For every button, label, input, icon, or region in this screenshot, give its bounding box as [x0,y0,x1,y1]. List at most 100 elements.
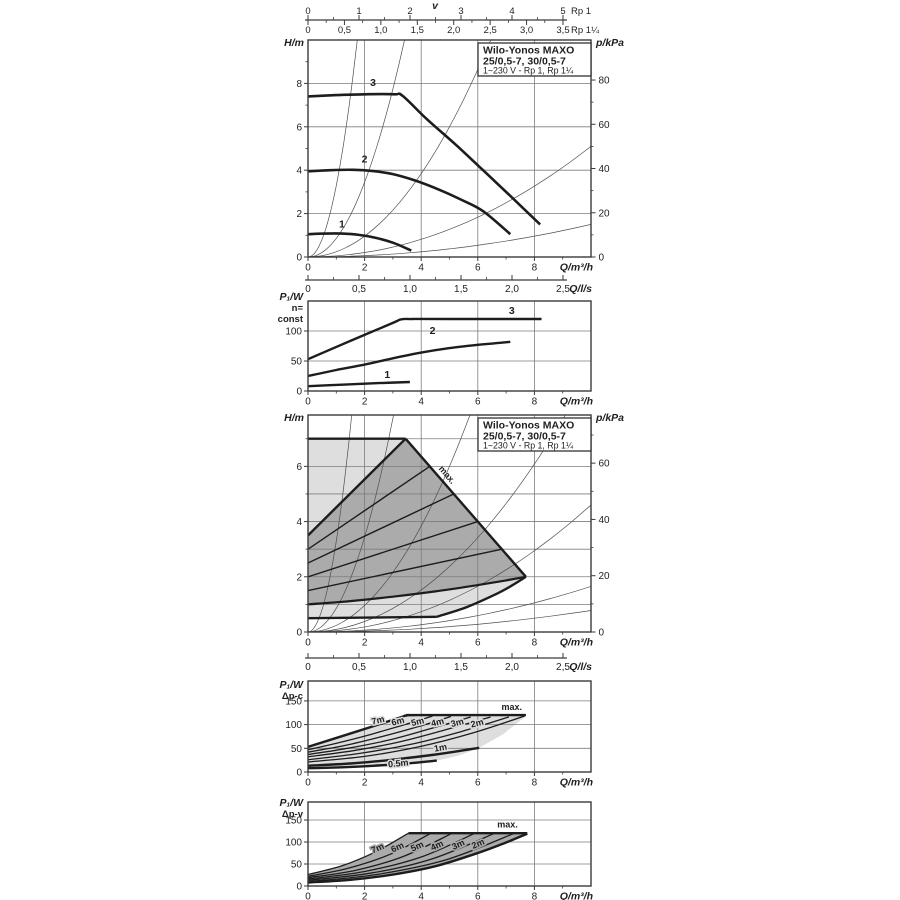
curve-2 [308,168,512,236]
kpa-tick-label: 20 [599,571,611,582]
y-tick-label: 6 [296,462,302,473]
velocity-axis-label: v [432,0,439,12]
x-axis-label: Q/m³/h [560,891,593,900]
x-axis-label: Q/m³/h [560,637,593,649]
curve-3m [308,832,496,881]
ls-tick-label: 2,5 [556,284,570,295]
y-tick-label: 50 [291,744,303,755]
curve-5m [308,832,453,879]
x-tick-label: 4 [418,263,424,274]
v-tick-label: 3 [458,6,463,17]
curves [308,92,541,252]
rp1-quarter-label: Rp 1¼ [571,25,600,36]
curve-label-2: 2 [362,154,368,166]
y-tick-label: 0 [296,768,302,779]
rp14-tick-label: 2,5 [484,25,497,36]
kpa-tick-label: 60 [599,120,611,131]
y-tick-label: 4 [296,517,302,528]
x-axis: 0 2 4 6 8 Q/m³/h [305,886,593,900]
x-tick-label: 0 [305,778,311,789]
ls-tick-label: 0 [305,662,311,673]
curve-label-max.: max. [497,820,518,830]
x-tick-label: 8 [532,778,538,789]
x-axis: 0 2 4 6 8 Q/m³/h [305,632,593,649]
y-tick-label: 50 [291,860,303,871]
ls-tick-label: 1,5 [454,662,468,673]
x-tick-label: 8 [532,397,538,408]
v-tick-label: 2 [407,6,412,17]
curve-3 [308,92,541,226]
curve-4m [308,832,476,880]
x-axis-label: Q/m³/h [560,777,593,789]
title-line1: Wilo-Yonos MAXO [483,45,574,57]
y-axis-right: 0 20 40 60 80 p/kPa [591,37,624,264]
x-tick-label: 2 [362,638,368,649]
kpa-tick-label: 60 [599,459,611,470]
kpa-tick-label: 0 [599,628,605,639]
y-axis-sublabel: Δp-c [282,691,303,702]
y-axis-sublabel: const [278,314,304,325]
y-tick-label: 0 [296,253,302,264]
system-curves [308,40,591,257]
x-tick-label: 6 [475,778,481,789]
y-tick-label: 6 [296,122,302,133]
curve-label-3: 3 [370,77,376,89]
plot-border [307,300,592,392]
kpa-tick-label: 80 [599,76,611,87]
curve-7m [308,715,433,751]
curve-label-3m: 3m [450,716,465,729]
curve-min [308,832,528,884]
curve-6m [308,715,452,753]
x-axis: 0 2 4 6 8 Q/m³/h [305,257,593,274]
curve-label-1: 1 [384,369,390,381]
curves [308,713,526,770]
y-axis-right: 0 20 40 60 p/kPa [591,412,624,639]
chart-power-dp-v: max.7m 6m 5m 4m 3m 2m0 2 4 6 8 Q/m³/h050100150P₁/W… [279,797,593,900]
y-axis-left: 0 50 100 150 P₁/WΔp-c [279,679,308,779]
curve-label-0.5m: 0.5m [388,757,409,769]
y-axis-label: H/m [284,412,304,424]
x-tick-label: 4 [418,397,424,408]
curve-label-3: 3 [509,305,515,317]
y-tick-label: 100 [285,838,302,849]
v-tick-label: 5 [560,6,565,17]
curve-label-7m: 7m [370,714,385,727]
y-tick-label: 100 [285,327,302,338]
operating-field [308,438,526,619]
y-tick-label: 2 [296,209,302,220]
rp14-tick-label: 0,5 [338,25,351,36]
curve-6m [308,832,432,877]
y-axis-left: 0 50 100 P₁/Wn=const [278,291,308,398]
curve-label-2: 2 [430,325,436,337]
x-tick-label: 0 [305,397,311,408]
chart-power-n-const: 1 2 3 0 2 4 6 8 Q/m³/h 0 50 100 P₁/Wn=const [278,291,593,408]
kpa-tick-label: 40 [599,164,611,175]
curve-0.5m [308,759,437,770]
rp14-tick-label: 1,5 [411,25,424,36]
y-axis-label: P₁/W [279,291,304,303]
curve-5m [308,716,471,756]
v-tick-label: 0 [305,6,310,17]
y-axis-sublabel: n= [292,303,304,314]
x-tick-label: 0 [305,263,311,274]
y-tick-label: 150 [285,696,302,707]
title-line2: 25/0,5-7, 30/0,5-7 [483,56,566,68]
curves [308,317,542,388]
y-axis-left: 0 50 100 150 P₁/WΔp-v [279,797,308,893]
field-lines [308,437,527,620]
x-tick-label: 6 [475,892,481,900]
x-tick-label: 6 [475,638,481,649]
v-tick-label: 4 [509,6,514,17]
ls-tick-label: 0,5 [352,284,366,295]
ls-tick-label: 2,0 [505,662,519,673]
ls-tick-label: 1,5 [454,284,468,295]
x-tick-label: 0 [305,892,311,900]
ls-axis-label: Q/l/s [569,661,592,673]
curve-max. [308,713,526,749]
ls-tick-label: 2,0 [505,284,519,295]
flow-ls-ruler-lower: 0 0,5 1,0 1,5 2,0 2,5 Q/l/s [305,653,592,673]
curve-7m [308,832,409,876]
